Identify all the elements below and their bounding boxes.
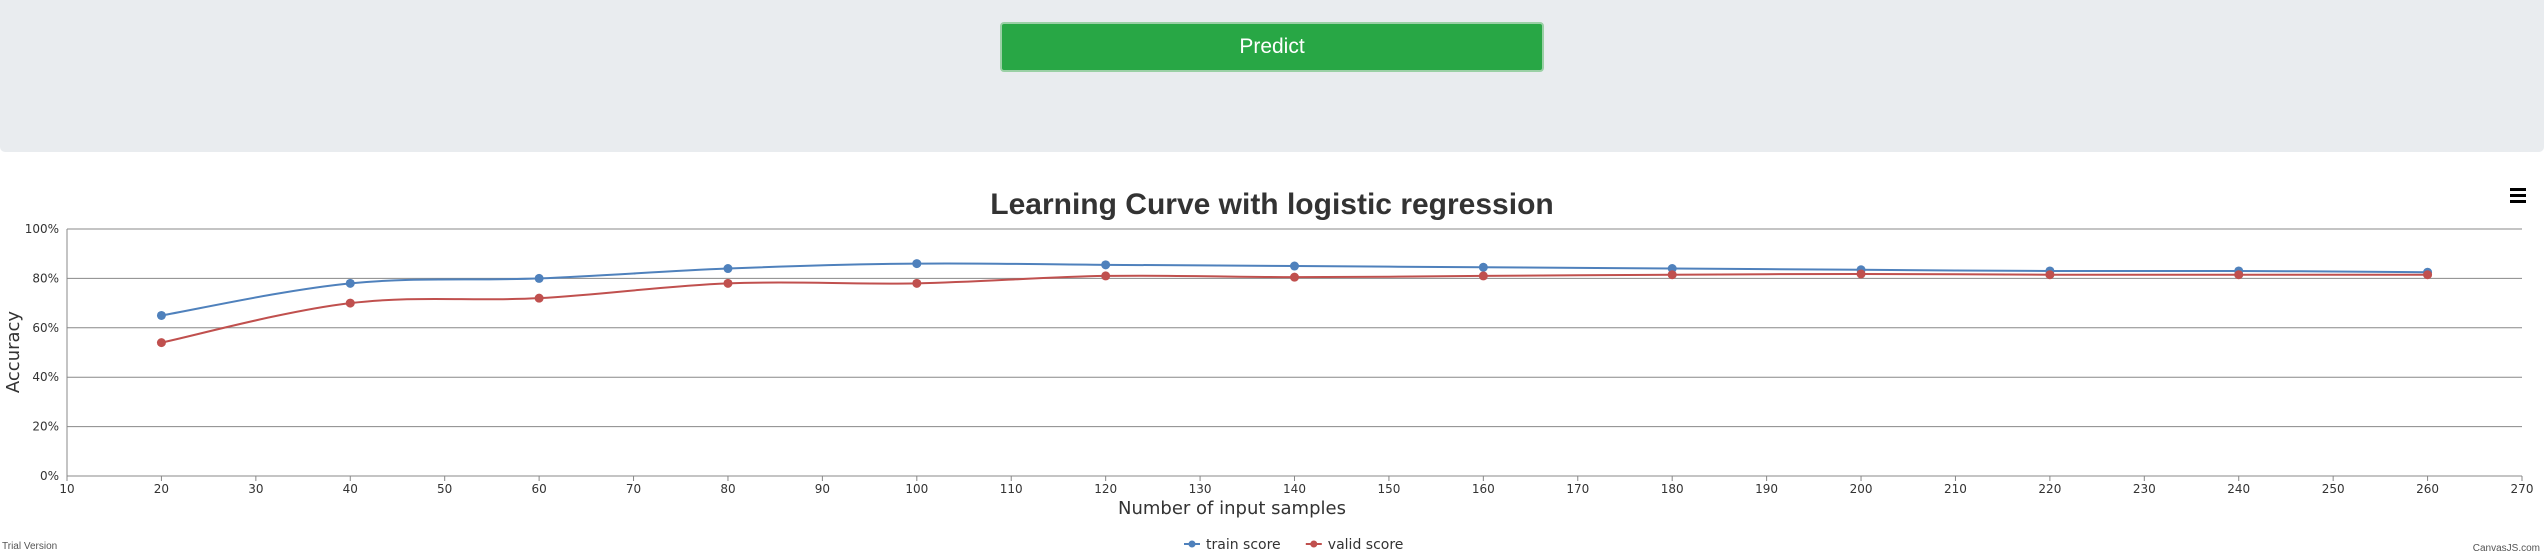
data-point-train-score (345, 278, 355, 288)
legend-label-train-score: train score (1206, 537, 1281, 553)
data-point-valid-score (723, 278, 733, 288)
x-tick-label: 190 (1755, 482, 1778, 496)
data-point-train-score (912, 259, 922, 269)
prediction-form-panel: Predict (0, 0, 2544, 152)
data-point-valid-score (1101, 271, 1111, 281)
series-line-train-score (161, 262, 2428, 317)
x-tick-label: 80 (720, 482, 735, 496)
y-tick-label: 60% (32, 321, 59, 335)
data-point-valid-score (156, 338, 166, 348)
legend-marker-train-score (1188, 540, 1196, 548)
x-tick-label: 40 (343, 482, 358, 496)
x-tick-label: 230 (2133, 482, 2156, 496)
y-axis-label: Accuracy (3, 311, 24, 394)
x-tick-label: 30 (248, 482, 263, 496)
x-tick-label: 120 (1094, 482, 1117, 496)
data-point-valid-score (2045, 270, 2055, 280)
axis-layer: 0% 20% 40% 60% 80% 100% 10 20 30 40 50 60 70 80 90 100 1… (25, 222, 2534, 496)
data-point-train-score (534, 273, 544, 283)
data-point-train-score (1290, 261, 1299, 271)
trial-version-label: Trial Version (2, 541, 58, 552)
data-point-valid-score (2423, 270, 2433, 280)
x-tick-label: 200 (1850, 482, 1873, 496)
data-point-valid-score (1478, 271, 1488, 281)
series-layer (156, 259, 2433, 348)
x-tick-label: 240 (2227, 482, 2250, 496)
x-tick-label: 180 (1661, 482, 1684, 496)
x-tick-label: 10 (59, 482, 74, 496)
x-tick-label: 100 (905, 482, 928, 496)
x-tick-label: 250 (2322, 482, 2345, 496)
data-point-valid-score (2234, 270, 2244, 280)
y-tick-label: 0% (40, 469, 59, 483)
x-tick-label: 20 (154, 482, 169, 496)
data-point-train-score (1478, 262, 1488, 272)
x-tick-label: 130 (1189, 482, 1212, 496)
credit-label: CanvasJS.com (2472, 543, 2540, 554)
data-point-train-score (1101, 260, 1111, 270)
x-axis-label: Number of input samples (1118, 498, 1346, 519)
x-tick-label: 170 (1566, 482, 1589, 496)
data-point-train-score (723, 264, 733, 274)
chart-menu-icon[interactable] (2508, 186, 2528, 206)
x-tick-label: 110 (1000, 482, 1023, 496)
chart-title: Learning Curve with logistic regression (990, 188, 1553, 221)
data-point-valid-score (1856, 269, 1866, 279)
data-point-valid-score (345, 298, 355, 308)
x-tick-label: 210 (1944, 482, 1967, 496)
data-point-valid-score (912, 278, 922, 288)
y-tick-label: 100% (25, 222, 59, 236)
x-tick-label: 140 (1283, 482, 1306, 496)
y-tick-label: 40% (32, 370, 59, 384)
x-tick-label: 90 (815, 482, 830, 496)
data-point-valid-score (534, 293, 544, 303)
x-tick-label: 70 (626, 482, 641, 496)
data-point-valid-score (1667, 270, 1677, 280)
legend-label-valid-score: valid score (1328, 537, 1404, 553)
y-tick-label: 80% (32, 271, 59, 285)
x-tick-label: 260 (2416, 482, 2439, 496)
series-line-valid-score (161, 272, 2428, 344)
predict-button[interactable]: Predict (1000, 22, 1544, 72)
data-point-train-score (156, 310, 166, 320)
x-tick-label: 270 (2511, 482, 2534, 496)
x-tick-label: 150 (1377, 482, 1400, 496)
legend: train score valid score (1184, 537, 1403, 553)
data-point-train-score (1667, 264, 1677, 274)
data-point-valid-score (1290, 272, 1299, 282)
x-tick-label: 160 (1472, 482, 1495, 496)
x-tick-label: 50 (437, 482, 452, 496)
legend-marker-valid-score (1310, 540, 1318, 548)
x-tick-label: 60 (531, 482, 546, 496)
x-tick-label: 220 (2038, 482, 2061, 496)
y-tick-label: 20% (32, 420, 59, 434)
